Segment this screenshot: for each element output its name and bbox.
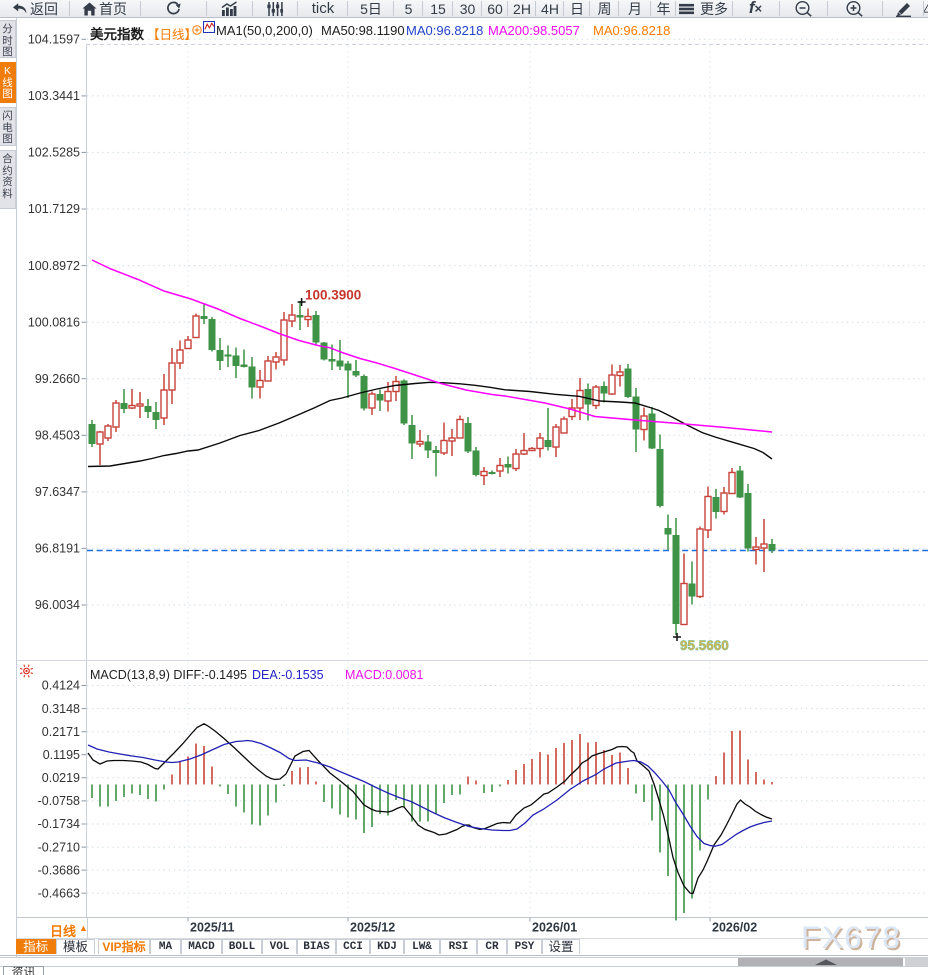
svg-text:101.7129: 101.7129 (28, 202, 80, 216)
svg-text:104.1597: 104.1597 (28, 33, 80, 47)
svg-text:2026/01: 2026/01 (532, 921, 577, 935)
svg-text:-0.3686: -0.3686 (38, 863, 80, 877)
svg-text:2025/11: 2025/11 (190, 921, 235, 935)
svg-text:0.4124: 0.4124 (42, 679, 80, 693)
svg-text:96.0034: 96.0034 (35, 598, 80, 612)
svg-text:99.2660: 99.2660 (35, 372, 80, 386)
svg-text:95.5660: 95.5660 (680, 638, 729, 653)
svg-text:103.3441: 103.3441 (28, 89, 80, 103)
svg-text:0.3148: 0.3148 (42, 702, 80, 716)
svg-text:98.4503: 98.4503 (35, 429, 80, 443)
svg-text:-0.1734: -0.1734 (38, 817, 80, 831)
svg-text:-0.0758: -0.0758 (38, 794, 80, 808)
svg-text:FX678: FX678 (801, 919, 901, 955)
svg-text:100.8972: 100.8972 (28, 259, 80, 273)
svg-text:FX678: FX678 (803, 921, 903, 957)
svg-text:MACD(13,8,9) DIFF:-0.1495: MACD(13,8,9) DIFF:-0.1495 (90, 668, 247, 682)
svg-text:96.8191: 96.8191 (35, 542, 80, 556)
svg-text:97.6347: 97.6347 (35, 485, 80, 499)
svg-text:0.0219: 0.0219 (42, 771, 80, 785)
svg-text:MACD:0.0081: MACD:0.0081 (345, 668, 424, 682)
svg-text:2025/12: 2025/12 (350, 921, 395, 935)
svg-text:100.3900: 100.3900 (305, 288, 361, 303)
svg-text:2026/02: 2026/02 (712, 921, 757, 935)
svg-text:102.5285: 102.5285 (28, 146, 80, 160)
svg-text:DEA:-0.1535: DEA:-0.1535 (252, 668, 324, 682)
svg-text:0.2171: 0.2171 (42, 725, 80, 739)
svg-text:0.1195: 0.1195 (43, 748, 80, 762)
svg-text:-0.4663: -0.4663 (38, 886, 80, 900)
svg-text:100.0816: 100.0816 (28, 315, 80, 329)
svg-text:-0.2710: -0.2710 (38, 840, 80, 854)
